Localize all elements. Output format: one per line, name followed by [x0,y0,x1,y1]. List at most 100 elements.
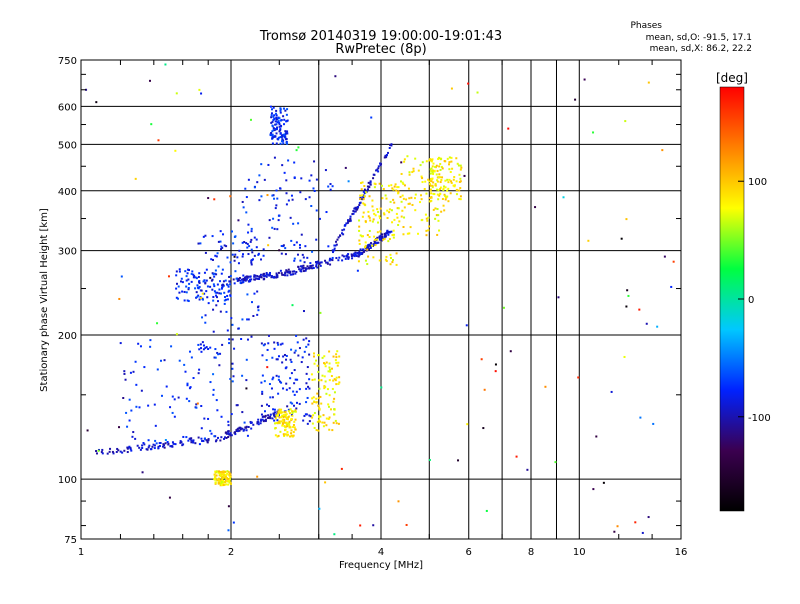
data-point [370,116,373,119]
data-point [332,379,335,382]
data-point [374,214,377,217]
data-point [367,188,370,191]
y-axis-label: Stationary phase Virtual Height [km] [39,208,50,392]
data-point [296,378,299,381]
data-point [207,348,210,351]
data-point [414,209,417,212]
data-point [388,238,391,241]
data-point [255,277,258,280]
data-point [347,220,350,223]
data-point [439,188,442,191]
data-point [441,167,444,170]
data-point [138,446,141,449]
data-point [324,259,327,262]
data-point [227,529,230,532]
data-point [293,270,296,273]
data-point [246,338,249,341]
data-point [360,188,363,191]
data-point [297,265,300,268]
data-point [285,179,288,182]
data-point [229,275,232,278]
data-point [338,355,341,358]
data-point [354,206,357,209]
data-point [229,434,232,437]
data-point [360,251,363,254]
data-point [282,387,285,390]
data-point [509,350,512,353]
data-point [285,113,288,116]
data-point [347,253,350,256]
data-point [262,415,265,418]
data-point [148,444,151,447]
data-point [280,252,283,255]
data-point [281,342,284,345]
data-point [316,260,319,263]
data-point [439,176,442,179]
data-point [286,119,289,122]
data-point [390,143,393,146]
data-point [281,138,284,141]
data-point [153,444,156,447]
data-point [204,347,207,350]
data-point [327,245,330,248]
data-point [234,433,237,436]
data-point [223,473,226,476]
data-point [359,248,362,251]
data-point [284,410,287,413]
data-point [315,397,318,400]
data-point [247,231,250,234]
data-point [445,196,448,199]
data-point [277,136,280,139]
data-point [215,296,218,299]
data-point [318,419,321,422]
data-point [296,253,299,256]
data-point [337,259,340,262]
data-point [455,157,458,160]
data-point [268,383,271,386]
data-point [289,377,292,380]
data-point [163,444,166,447]
data-point [386,209,389,212]
data-point [363,195,366,198]
data-point [233,259,236,262]
data-point [129,446,132,449]
data-point [389,253,392,256]
data-point [241,255,244,258]
data-point [371,205,374,208]
data-point [402,226,405,229]
data-point [290,429,293,432]
data-point [436,193,439,196]
data-point [194,287,197,290]
data-point [301,253,304,256]
data-point [398,220,401,223]
data-point [414,193,417,196]
data-point [286,431,289,434]
data-point [330,258,333,261]
data-point [200,296,203,299]
data-point [284,130,287,133]
data-point [451,167,454,170]
data-point [466,423,469,426]
data-point [336,238,339,241]
data-point [347,180,350,183]
data-point [425,217,428,220]
data-point [210,258,213,261]
data-point [322,425,325,428]
data-point [335,353,338,356]
data-point [143,366,146,369]
data-point [346,254,349,257]
data-point [100,451,103,454]
data-point [232,278,235,281]
data-point [458,198,461,201]
data-point [241,427,244,430]
data-point [286,423,289,426]
data-point [231,323,234,326]
data-point [385,259,388,262]
data-point [297,146,300,149]
data-point [385,156,388,159]
data-point [435,214,438,217]
data-point [352,210,355,213]
data-point [267,414,270,417]
data-point [393,201,396,204]
data-point [135,383,138,386]
